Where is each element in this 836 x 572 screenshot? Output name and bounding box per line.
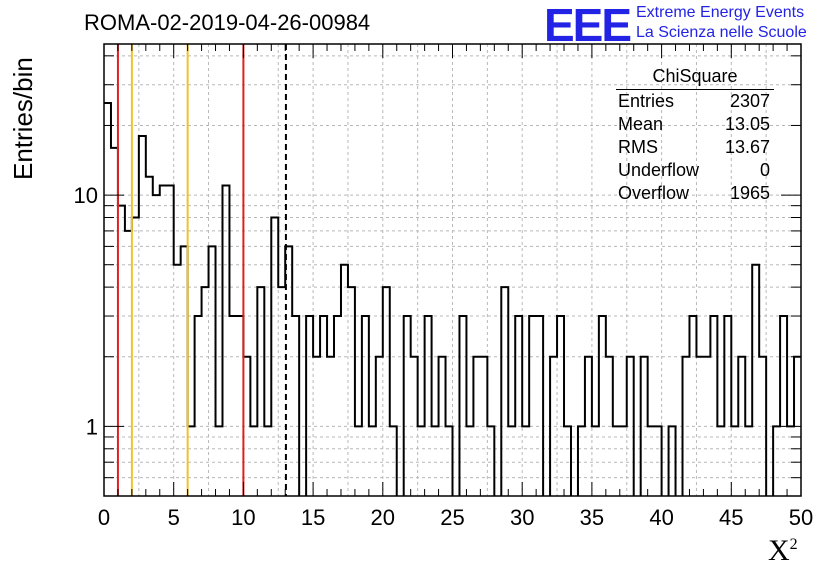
stats-title: ChiSquare xyxy=(616,66,774,90)
eee-logo-mark: EEE xyxy=(544,0,632,51)
x-tick-label: 15 xyxy=(301,505,325,530)
stats-value: 2307 xyxy=(729,91,770,111)
x-tick-label: 20 xyxy=(371,505,395,530)
stats-value: 13.05 xyxy=(724,114,770,134)
y-tick-label: 10 xyxy=(74,183,98,208)
logo-line-1: Extreme Energy Events xyxy=(636,4,805,21)
stats-box: ChiSquare Entries 2307 Mean 13.05 RMS 13.67… xyxy=(612,66,778,205)
y-axis-label: Entries/bin xyxy=(8,57,38,180)
stats-label: Mean xyxy=(618,114,664,134)
x-tick-label: 25 xyxy=(440,505,464,530)
stats-value: 0 xyxy=(759,160,770,180)
stats-row-rms: RMS 13.67 xyxy=(612,136,778,159)
x-axis-label: X2 xyxy=(768,534,798,568)
x-axis-label-superscript: 2 xyxy=(789,536,798,553)
x-tick-label: 5 xyxy=(168,505,180,530)
histogram-series xyxy=(104,102,801,496)
x-tick-label: 0 xyxy=(98,505,110,530)
x-tick-label: 50 xyxy=(789,505,813,530)
x-tick-label: 45 xyxy=(719,505,743,530)
stats-row-overflow: Overflow 1965 xyxy=(612,182,778,205)
x-tick-label: 10 xyxy=(231,505,255,530)
stats-label: Entries xyxy=(618,91,675,111)
stats-label: RMS xyxy=(618,137,658,157)
stats-label: Underflow xyxy=(618,160,700,180)
x-tick-label: 40 xyxy=(649,505,673,530)
stats-value: 1965 xyxy=(729,183,770,203)
logo-line-2: La Scienza nelle Scuole xyxy=(636,24,807,41)
stats-row-underflow: Underflow 0 xyxy=(612,159,778,182)
chart-title: ROMA-02-2019-04-26-00984 xyxy=(84,10,371,35)
eee-logo-text: Extreme Energy Events La Scienza nelle S… xyxy=(636,3,807,43)
stats-row-mean: Mean 13.05 xyxy=(612,113,778,136)
stats-label: Overflow xyxy=(618,183,690,203)
y-tick-label: 1 xyxy=(86,414,98,439)
stats-row-entries: Entries 2307 xyxy=(612,90,778,113)
x-tick-label: 30 xyxy=(510,505,534,530)
stats-value: 13.67 xyxy=(724,137,770,157)
x-tick-label: 35 xyxy=(580,505,604,530)
x-axis-label-symbol: X xyxy=(768,534,790,567)
